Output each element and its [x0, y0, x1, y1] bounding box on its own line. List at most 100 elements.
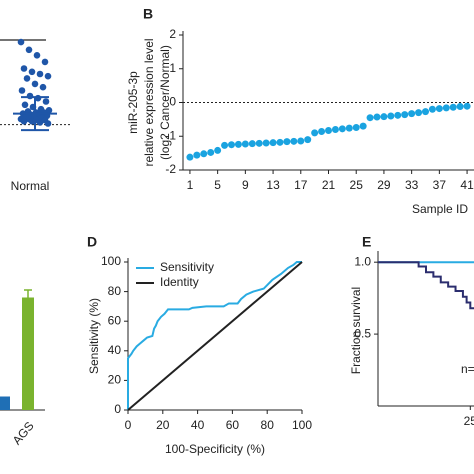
y-tick-label: 2: [169, 27, 176, 41]
point: [463, 102, 471, 110]
x-tick-label: 5: [214, 178, 221, 192]
point: [428, 105, 436, 113]
y-tick-label: -2: [165, 162, 176, 176]
dot: [44, 72, 52, 80]
error-bar: [21, 96, 49, 132]
point: [248, 140, 256, 148]
panel-letter: E: [362, 234, 371, 250]
x-tick-label: 37: [433, 178, 447, 192]
point: [422, 108, 429, 116]
x-tick-label: 33: [405, 178, 419, 192]
point: [200, 150, 208, 158]
dot: [39, 83, 47, 91]
x-tick-label: 0: [125, 418, 132, 432]
line: [127, 261, 303, 411]
y-tick-label: 80: [108, 284, 122, 298]
y-axis-label: Sensitivity (%): [87, 298, 101, 374]
y-tick-label: 0.5: [354, 326, 371, 340]
dot: [28, 118, 36, 125]
point: [380, 113, 388, 121]
point: [214, 146, 222, 154]
point: [394, 111, 402, 119]
point: [304, 136, 312, 144]
point: [387, 112, 395, 120]
dot: [26, 92, 34, 100]
point: [228, 141, 235, 149]
dot: [25, 46, 33, 54]
point: [318, 128, 326, 136]
y-tick-label: 0: [114, 402, 121, 416]
dot: [20, 118, 28, 125]
bar: [22, 297, 34, 410]
point: [283, 138, 291, 146]
point: [241, 140, 249, 148]
y-tick-label: -1: [165, 128, 176, 142]
point: [207, 148, 215, 156]
point: [269, 139, 277, 147]
y-tick-label: 20: [108, 373, 122, 387]
x-tick-label: 100: [292, 418, 312, 432]
category-label: Normal: [11, 179, 50, 193]
x-tick-label: 80: [261, 418, 275, 432]
point: [345, 124, 353, 132]
annotation: n=: [461, 362, 474, 376]
dot: [36, 119, 44, 126]
line: [127, 261, 302, 410]
point: [359, 122, 367, 130]
error-bar: [24, 289, 32, 298]
x-tick-label: 1: [187, 178, 194, 192]
point: [193, 151, 201, 159]
y-axis-label: miR-205-3p: [126, 71, 140, 134]
x-tick-label: 9: [242, 178, 249, 192]
point: [449, 103, 457, 111]
y-tick-label: 1: [169, 61, 176, 75]
point: [456, 103, 464, 111]
dot: [18, 87, 26, 94]
point: [435, 105, 443, 113]
x-tick-label: 40: [191, 418, 205, 432]
x-tick-label: 17: [294, 178, 308, 192]
x-tick-label: 29: [377, 178, 391, 192]
x-axis-label: Sample ID: [412, 202, 468, 216]
point: [338, 125, 346, 133]
point: [352, 123, 360, 131]
x-tick-label: 21: [322, 178, 336, 192]
x-axis-label: 100-Specificity (%): [165, 442, 265, 456]
dot: [28, 68, 36, 76]
point: [373, 113, 381, 121]
dot: [41, 58, 49, 66]
x-tick-label: 25: [464, 414, 474, 428]
x-tick-label: 20: [156, 418, 170, 432]
dot: [17, 38, 25, 46]
point: [311, 129, 319, 137]
point: [234, 140, 242, 148]
line: [378, 261, 474, 310]
dot: [31, 80, 39, 88]
point: [290, 137, 298, 145]
y-tick-label: 0: [169, 95, 176, 109]
dot: [42, 98, 50, 105]
point: [366, 114, 374, 122]
dot: [36, 70, 44, 78]
y-axis-label: (log2 Cancer/Normal): [158, 45, 172, 160]
point: [325, 127, 332, 135]
point: [262, 139, 270, 147]
point: [401, 111, 409, 119]
point: [276, 138, 284, 146]
panel-letter: D: [87, 234, 97, 250]
legend-label: Identity: [160, 275, 199, 289]
dot: [21, 101, 29, 109]
point: [297, 137, 305, 145]
x-tick-label: 13: [266, 178, 280, 192]
y-tick-label: 60: [108, 313, 122, 327]
y-axis-label: relative expression level: [142, 38, 156, 166]
point: [331, 126, 339, 133]
dot: [20, 65, 28, 72]
dot: [45, 107, 53, 114]
point: [408, 110, 416, 118]
point: [415, 109, 423, 117]
point: [255, 139, 263, 147]
point: [442, 104, 450, 112]
y-tick-label: 1.0: [354, 254, 371, 268]
